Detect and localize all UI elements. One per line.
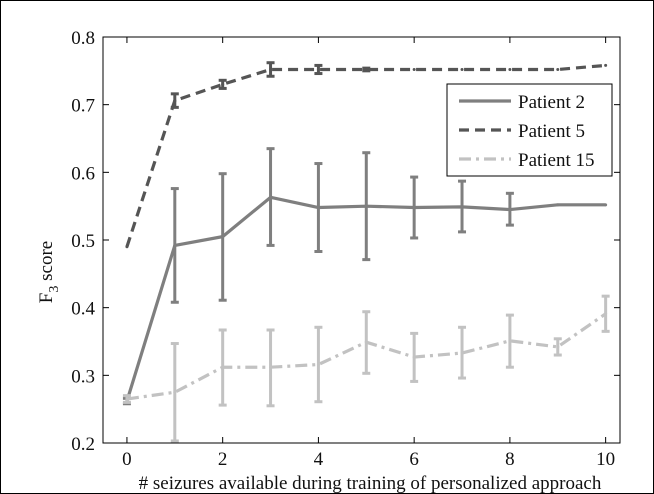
data-point bbox=[508, 67, 512, 71]
data-point bbox=[460, 205, 464, 209]
y-tick-label: 0.3 bbox=[71, 366, 95, 387]
legend-label-patient-15: Patient 15 bbox=[518, 150, 595, 171]
data-point bbox=[556, 203, 560, 207]
data-point bbox=[269, 195, 273, 199]
y-tick-label: 0.5 bbox=[71, 231, 95, 252]
series-patient-5 bbox=[125, 61, 608, 249]
data-point bbox=[125, 397, 129, 401]
data-point bbox=[316, 206, 320, 210]
x-tick-label: 8 bbox=[505, 449, 515, 470]
data-point bbox=[316, 363, 320, 367]
data-point bbox=[412, 206, 416, 210]
data-point bbox=[508, 208, 512, 212]
y-tick-label: 0.2 bbox=[71, 434, 95, 455]
y-tick-label: 0.7 bbox=[71, 96, 95, 117]
data-point bbox=[364, 340, 368, 344]
y-tick-label: 0.8 bbox=[71, 28, 95, 49]
data-point bbox=[125, 245, 129, 249]
legend-box bbox=[446, 83, 613, 177]
y-tick-label: 0.4 bbox=[71, 299, 95, 320]
y-axis-label-subscript: 3 bbox=[47, 286, 62, 293]
x-tick-label: 10 bbox=[596, 449, 615, 470]
x-tick-label: 0 bbox=[122, 449, 132, 470]
data-point bbox=[604, 63, 608, 67]
data-point bbox=[364, 204, 368, 208]
series-patient-15 bbox=[122, 294, 610, 443]
data-point bbox=[269, 67, 273, 71]
data-point bbox=[412, 67, 416, 71]
data-point bbox=[221, 235, 225, 239]
data-point bbox=[460, 351, 464, 355]
legend-label-patient-2: Patient 2 bbox=[518, 92, 585, 113]
data-point bbox=[316, 67, 320, 71]
y-tick-label: 0.6 bbox=[71, 163, 95, 184]
data-point bbox=[508, 339, 512, 343]
data-point bbox=[556, 67, 560, 71]
data-point bbox=[173, 99, 177, 103]
y-axis-label: F3 score bbox=[36, 241, 62, 303]
data-point bbox=[604, 203, 608, 207]
data-point bbox=[269, 365, 273, 369]
legend-label-patient-5: Patient 5 bbox=[518, 121, 585, 142]
data-point bbox=[221, 365, 225, 369]
x-axis-label: # seizures available during training of … bbox=[139, 473, 602, 494]
data-point bbox=[604, 312, 608, 316]
x-tick-label: 6 bbox=[409, 449, 419, 470]
x-tick-label: 2 bbox=[218, 449, 228, 470]
data-point bbox=[364, 67, 368, 71]
x-tick-label: 4 bbox=[314, 449, 324, 470]
y-axis-label-main: F bbox=[36, 293, 57, 304]
data-point bbox=[460, 67, 464, 71]
data-point bbox=[556, 345, 560, 349]
data-point bbox=[412, 355, 416, 359]
data-point bbox=[173, 390, 177, 394]
y-axis-label-suffix: score bbox=[36, 241, 57, 286]
data-point bbox=[221, 82, 225, 86]
data-point bbox=[173, 243, 177, 247]
